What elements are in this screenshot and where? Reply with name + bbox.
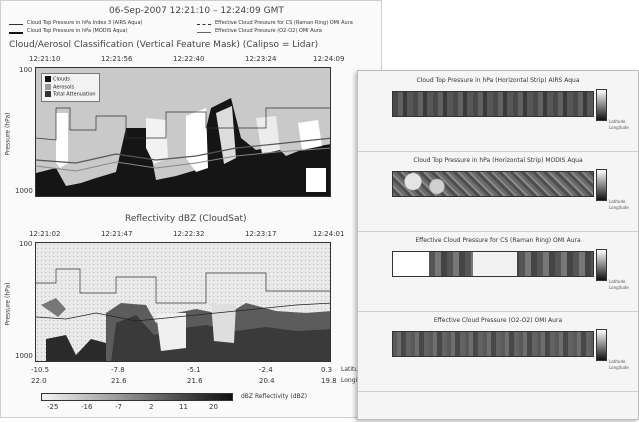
- top-ytick-100: 100: [19, 66, 33, 74]
- strip-modis-title: Cloud Top Pressure in hPa (Horizontal St…: [413, 157, 583, 164]
- strip-omi-raman-title: Effective Cloud Pressure for CS (Raman R…: [415, 237, 581, 244]
- legend-text-omi-o2: Effective Cloud Pressure (O2-O2) OMI Aur…: [215, 28, 322, 34]
- lat-tick-2: -5.1: [187, 366, 201, 374]
- strip-airs-lat-label: Latitude: [609, 119, 626, 124]
- cbar-label: dBZ Reflectivity (dBZ): [241, 393, 308, 400]
- reflectivity-colorbar: [41, 393, 233, 401]
- cbar-tick-0: -25: [47, 403, 59, 411]
- top-time-3: 12:23:24: [245, 55, 277, 63]
- bottom-ytick-1000: 1000: [15, 352, 33, 360]
- strip-modis-colorbar: [596, 169, 607, 201]
- top-ylabel: Pressure (hPa): [4, 112, 12, 156]
- calipso-vfm-panel: Clouds Aerosols Total Attenuation: [35, 67, 331, 197]
- strip-airs-image: [392, 91, 594, 117]
- strip-omi-raman-colorbar: [596, 249, 607, 281]
- cbar-tick-1: -16: [81, 403, 93, 411]
- cloudsat-reflectivity-graphic: [36, 243, 330, 361]
- legend-aerosols: Aerosols: [45, 83, 96, 92]
- strip-omi-o2-image: [392, 331, 594, 357]
- legend-line-airs: [9, 24, 23, 25]
- bottom-time-4: 12:24:01: [313, 230, 345, 238]
- top-time-2: 12:22:40: [173, 55, 205, 63]
- strip-omi-raman: Effective Cloud Pressure for CS (Raman R…: [358, 231, 638, 312]
- lat-tick-1: -7.8: [111, 366, 125, 374]
- horizontal-strips-card: Cloud Top Pressure in hPa (Horizontal St…: [357, 70, 639, 420]
- lat-tick-0: -10.5: [31, 366, 50, 374]
- strip-modis-image: [392, 171, 594, 197]
- lon-tick-3: 20.4: [259, 377, 275, 385]
- bottom-time-3: 12:23:17: [245, 230, 277, 238]
- legend-line-omi-raman: [197, 24, 211, 25]
- strip-omi-o2-title: Effective Cloud Pressure (O2-O2) OMI Aur…: [433, 317, 563, 324]
- top-time-1: 12:21:56: [101, 55, 133, 63]
- lon-tick-2: 21.6: [187, 377, 203, 385]
- bottom-time-1: 12:21:47: [101, 230, 133, 238]
- strip-airs-colorbar: [596, 89, 607, 121]
- strip-airs-lon-label: Longitude: [609, 125, 629, 130]
- calipso-vfm-graphic: [36, 68, 330, 196]
- lat-tick-3: -2.4: [259, 366, 273, 374]
- bottom-time-2: 12:22:32: [173, 230, 205, 238]
- strip-omi-raman-image: [392, 251, 594, 277]
- legend-line-modis: [9, 32, 23, 34]
- strip-omi-o2-colorbar: [596, 329, 607, 361]
- top-ytick-1000: 1000: [15, 187, 33, 195]
- legend-text-modis: Cloud Top Pressure in hPa (MODIS Aqua): [27, 28, 128, 34]
- top-panel-title: Cloud/Aerosol Classification (Vertical F…: [9, 40, 319, 50]
- cbar-tick-2: -7: [115, 403, 122, 411]
- legend-total-attenuation: Total Attenuation: [45, 91, 96, 99]
- top-time-4: 12:24:09: [313, 55, 345, 63]
- legend-text-airs: Cloud Top Pressure in hPa Index 3 (AIRS …: [27, 20, 143, 26]
- bottom-ytick-100: 100: [19, 240, 33, 248]
- strip-modis: Cloud Top Pressure in hPa (Horizontal St…: [358, 151, 638, 232]
- strip-omi-o2: Effective Cloud Pressure (O2-O2) OMI Aur…: [358, 311, 638, 392]
- strip-airs: Cloud Top Pressure in hPa (Horizontal St…: [358, 71, 638, 152]
- strip-airs-title: Cloud Top Pressure in hPa (Horizontal St…: [416, 77, 580, 84]
- strip-modis-lon-label: Longitude: [609, 205, 629, 210]
- bottom-time-0: 12:21:02: [29, 230, 61, 238]
- lon-tick-4: 19.8: [321, 377, 337, 385]
- date-time-header: 06-Sep-2007 12:21:10 – 12:24:09 GMT: [109, 6, 284, 16]
- strip-omi-o2-lon-label: Longitude: [609, 365, 629, 370]
- cbar-tick-4: 11: [179, 403, 188, 411]
- profile-document: 06-Sep-2007 12:21:10 – 12:24:09 GMT Clou…: [0, 0, 382, 418]
- lon-label: Longitude: [341, 377, 371, 384]
- legend-line-omi-o2: [197, 32, 211, 33]
- bottom-panel-title: Reflectivity dBZ (CloudSat): [125, 214, 247, 224]
- top-time-0: 12:21:10: [29, 55, 61, 63]
- strip-modis-lat-label: Latitude: [609, 199, 626, 204]
- legend-text-omi-raman: Effective Cloud Pressure for CS (Raman R…: [215, 20, 353, 26]
- cbar-tick-3: 2: [149, 403, 154, 411]
- strip-omi-o2-lat-label: Latitude: [609, 359, 626, 364]
- strip-omi-raman-lat-label: Latitude: [609, 279, 626, 284]
- legend-clouds: Clouds: [45, 76, 96, 84]
- cloudsat-reflectivity-panel: [35, 242, 331, 362]
- lat-tick-4: 0.3: [321, 366, 333, 374]
- cbar-tick-5: 20: [209, 403, 218, 411]
- strip-omi-raman-lon-label: Longitude: [609, 285, 629, 290]
- bottom-ylabel: Pressure (hPa): [4, 282, 12, 326]
- vfm-legend: Clouds Aerosols Total Attenuation: [41, 73, 100, 102]
- lon-tick-1: 21.6: [111, 377, 127, 385]
- lon-tick-0: 22.0: [31, 377, 47, 385]
- lat-label: Latitude: [341, 366, 366, 373]
